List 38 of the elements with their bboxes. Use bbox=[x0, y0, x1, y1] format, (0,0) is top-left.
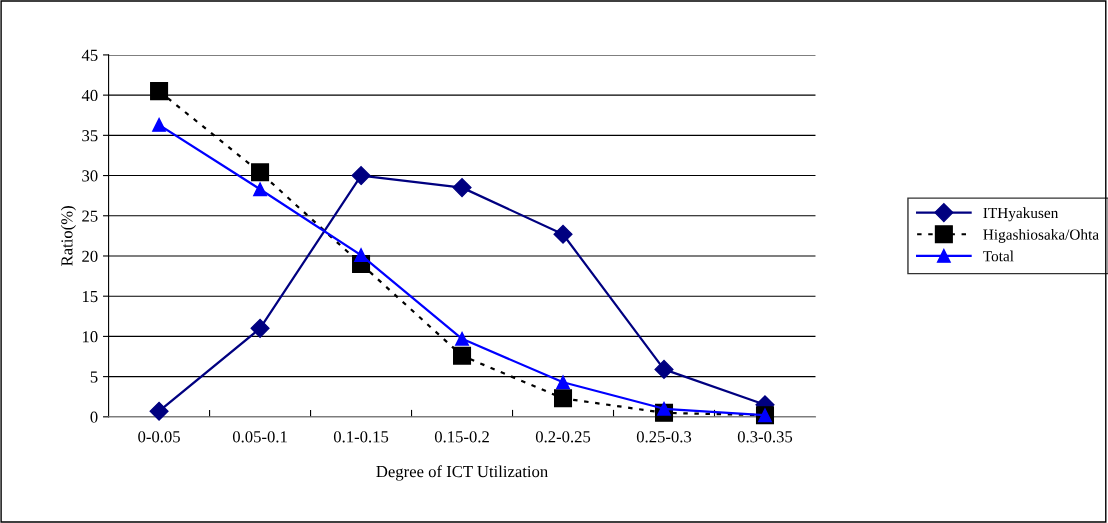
x-axis-title: Degree of ICT Utilization bbox=[376, 465, 548, 481]
point bbox=[149, 401, 169, 421]
y-tick-label: 40 bbox=[81, 89, 98, 102]
legend-label: Higashiosaka/Ohta bbox=[983, 228, 1099, 243]
point bbox=[455, 331, 469, 346]
point bbox=[657, 401, 671, 416]
point bbox=[250, 318, 270, 338]
x-tick-label: 0.25-0.3 bbox=[636, 431, 692, 443]
legend-label: ITHyakusen bbox=[983, 207, 1059, 222]
x-tick-label: 0.15-0.2 bbox=[434, 431, 489, 443]
y-tick-label: 45 bbox=[81, 49, 98, 61]
y-tick-label: 5 bbox=[90, 371, 98, 383]
point bbox=[351, 166, 371, 186]
point bbox=[150, 82, 169, 101]
point bbox=[354, 248, 368, 263]
y-tick-label: 10 bbox=[82, 331, 98, 343]
y-tick-label: 15 bbox=[82, 290, 98, 303]
point bbox=[556, 375, 570, 390]
y-axis-title: Ratio(%) bbox=[60, 206, 76, 266]
point bbox=[251, 163, 270, 182]
x-tick-label: 0-0.05 bbox=[138, 431, 180, 443]
y-tick-label: 35 bbox=[82, 130, 98, 142]
y-tick-label: 30 bbox=[82, 170, 98, 182]
point bbox=[553, 389, 573, 408]
point bbox=[553, 224, 573, 244]
x-tick-label: 0.1-0.15 bbox=[333, 431, 389, 443]
legend-label: Total bbox=[983, 250, 1014, 262]
x-tick-label: 0.05-0.1 bbox=[232, 431, 287, 443]
x-tick-label: 0.3-0.35 bbox=[737, 431, 793, 443]
point bbox=[253, 182, 268, 197]
y-tick-label: 0 bbox=[90, 411, 98, 423]
point bbox=[654, 359, 674, 379]
point bbox=[452, 178, 472, 198]
x-tick-label: 0.2-0.25 bbox=[535, 431, 591, 443]
point bbox=[453, 346, 472, 365]
y-tick-label: 20 bbox=[82, 250, 98, 262]
y-tick-label: 25 bbox=[82, 210, 98, 222]
point bbox=[152, 117, 167, 132]
